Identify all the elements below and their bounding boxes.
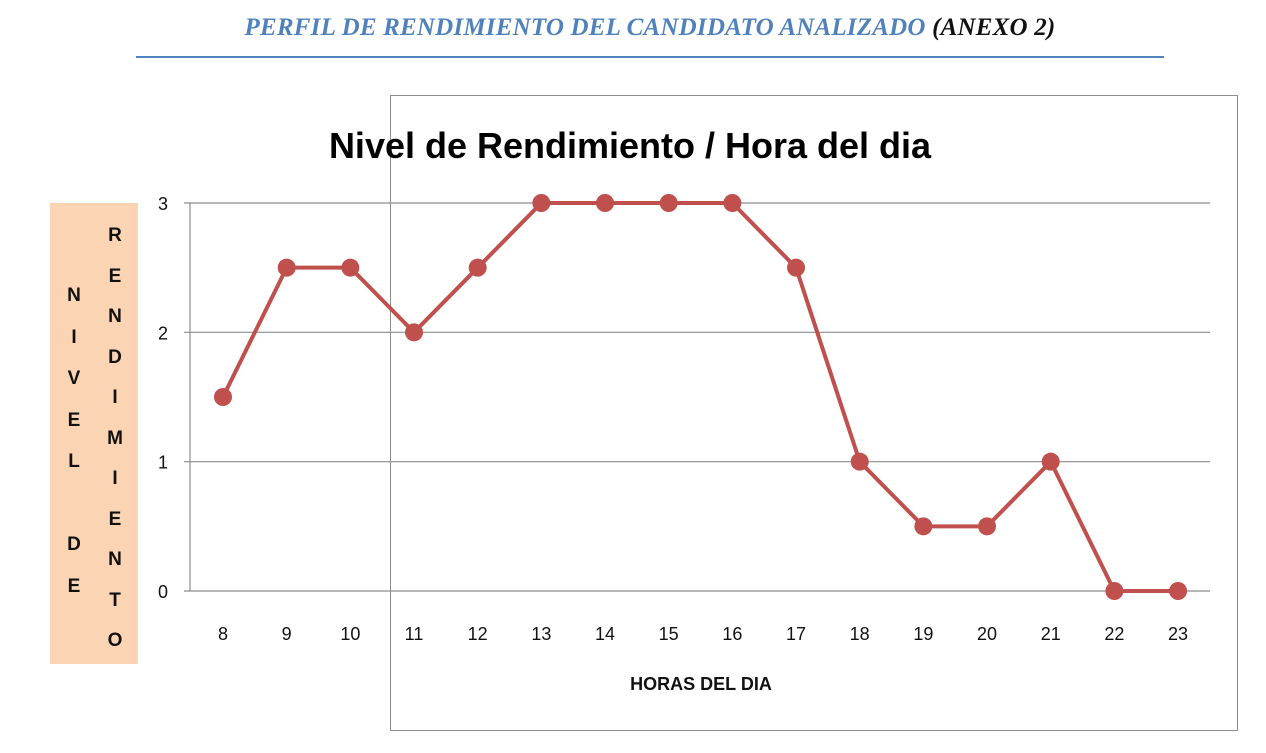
y-axis-label-letter: E [108, 508, 122, 530]
y-axis-label-letter: E [108, 265, 122, 287]
x-tick-label: 18 [850, 624, 870, 644]
y-tick-label: 1 [158, 453, 168, 473]
y-axis-label-letter: N [67, 285, 81, 306]
y-tick-label: 0 [158, 582, 168, 602]
y-axis-label-letter: N [108, 549, 122, 570]
x-tick-label: 21 [1041, 624, 1061, 644]
grid-layer [184, 202, 1210, 592]
data-point [1169, 582, 1188, 600]
x-tick-label: 13 [531, 624, 551, 644]
x-tick-label: 19 [913, 624, 933, 644]
series-line-0 [221, 201, 1179, 593]
x-tick-label: 20 [977, 624, 997, 644]
x-tick-label: 11 [405, 624, 424, 644]
data-point [277, 258, 296, 277]
y-axis-label-letter: M [107, 427, 123, 449]
data-point [850, 452, 869, 471]
data-point [405, 323, 424, 342]
y-axis-label-letter: R [108, 225, 122, 246]
document-header: PERFIL DE RENDIMIENTO DEL CANDIDATO ANAL… [136, 12, 1164, 58]
y-axis-label-letter: I [112, 468, 118, 489]
y-axis-label-letter: O [107, 630, 123, 651]
series-layer [214, 194, 1188, 600]
data-point [532, 194, 551, 212]
data-point [596, 194, 615, 212]
x-tick-label: 10 [340, 624, 360, 644]
y-axis-label-letter: E [67, 409, 81, 431]
y-tick-label: 3 [158, 194, 168, 214]
x-tick-label: 16 [722, 624, 742, 644]
chart-frame [390, 95, 1238, 731]
x-tick-label: 15 [659, 624, 679, 644]
y-axis-label-letter: N [108, 306, 122, 327]
x-tick-label: 12 [468, 624, 488, 644]
x-tick-label: 14 [595, 624, 615, 644]
y-axis-label-letter: T [109, 589, 121, 611]
document-title-annex: (ANEXO 2) [932, 14, 1056, 41]
x-tick-label: 17 [786, 624, 806, 644]
data-point [978, 517, 997, 536]
y-axis-label-letter: D [108, 346, 122, 368]
data-point [914, 517, 933, 536]
document-title: PERFIL DE RENDIMIENTO DEL CANDIDATO ANAL… [245, 14, 1056, 42]
y-axis-label-letter: V [67, 368, 81, 389]
y-axis-label-letter: I [112, 387, 118, 408]
y-axis-label-letter: E [67, 575, 81, 597]
x-tick-label: 8 [218, 624, 228, 644]
document-title-main: PERFIL DE RENDIMIENTO DEL CANDIDATO ANAL… [244, 14, 926, 41]
x-tick-label: 22 [1104, 624, 1124, 644]
x-tick-label: 9 [282, 624, 292, 644]
data-point [468, 258, 487, 277]
y-tick-label: 2 [158, 323, 168, 343]
data-point [1105, 582, 1124, 600]
y-axis-label-letter: D [67, 534, 81, 555]
x-tick-label: 23 [1168, 624, 1188, 644]
data-point [341, 258, 360, 277]
y-tick-layer: 0 1 2 3 [158, 194, 168, 602]
chart-title: Nivel de Rendimiento / Hora del dia [329, 125, 932, 166]
x-axis-title: HORAS DEL DIA [630, 674, 772, 694]
data-point [723, 194, 742, 212]
y-axis-label-letter: L [68, 451, 80, 472]
x-tick-layer: 8 9 10 11 12 13 14 15 16 17 18 19 20 21 22 23 [218, 624, 1188, 644]
data-point [787, 258, 806, 277]
data-point [1041, 452, 1060, 471]
y-axis-label-letter: I [71, 326, 77, 348]
data-point [214, 388, 232, 406]
data-point [659, 194, 678, 212]
